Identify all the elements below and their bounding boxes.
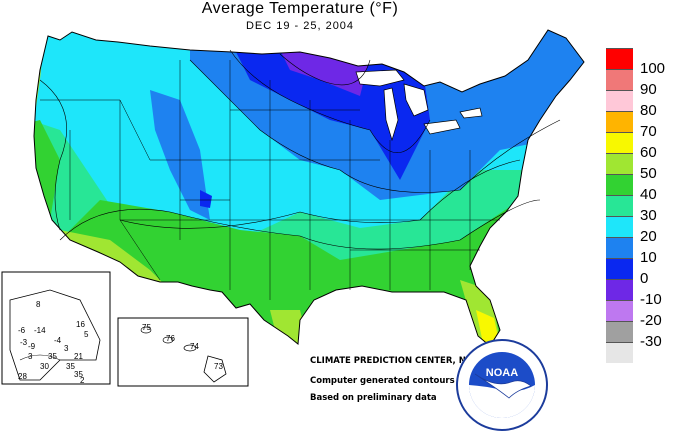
legend-swatch	[606, 216, 633, 237]
legend-tick-label: 10	[640, 249, 657, 266]
legend-tick-label: -10	[640, 291, 662, 308]
hawaii-station-value: 74	[190, 342, 199, 351]
legend-swatch	[606, 258, 633, 279]
legend-swatch	[606, 237, 633, 258]
alaska-station-value: 21	[74, 352, 83, 361]
us-outline	[33, 29, 585, 347]
legend-swatch	[606, 279, 633, 300]
alaska-station-value: 2	[80, 376, 85, 385]
legend-tick-label: 20	[640, 228, 657, 245]
alaska-station-value: 16	[76, 320, 85, 329]
band-60-florida	[476, 310, 500, 346]
alaska-station-value: -4	[54, 336, 62, 345]
legend-tick-label: 70	[640, 123, 657, 140]
alaska-inset	[1, 271, 111, 385]
legend-swatch	[606, 48, 633, 69]
legend-tick-label: 80	[640, 102, 657, 119]
legend-tick-label: 0	[640, 270, 649, 287]
hawaii-station-value: 76	[166, 334, 175, 343]
noaa-bird-icon: NOAA	[456, 339, 548, 431]
legend-tick-label: 30	[640, 207, 657, 224]
legend-swatch	[606, 111, 633, 132]
alaska-station-value: 35	[48, 352, 57, 361]
credit-agency: CLIMATE PREDICTION CENTER, NOAA	[310, 356, 486, 366]
legend-tick-label: 60	[640, 144, 657, 161]
legend-swatch	[606, 174, 633, 195]
alaska-station-value: 3	[64, 344, 69, 353]
legend-tick-label: 100	[640, 60, 666, 77]
legend-swatch	[606, 342, 633, 363]
alaska-station-value: 30	[40, 362, 49, 371]
alaska-station-value: 35	[74, 370, 83, 379]
legend-tick-label: 50	[640, 165, 657, 182]
legend-swatch	[606, 69, 633, 90]
legend-tick-label: 40	[640, 186, 657, 203]
alaska-station-value: 35	[66, 362, 75, 371]
band-50-texas	[270, 310, 310, 346]
great-lakes	[355, 69, 483, 142]
alaska-station-value: 8	[36, 300, 41, 309]
alaska-station-value: 28	[18, 372, 27, 381]
legend-swatch	[606, 153, 633, 174]
map-title: Average Temperature (°F)	[201, 0, 399, 17]
alaska-station-value: -3	[20, 338, 28, 347]
legend-swatch	[606, 300, 633, 321]
legend-tick-label: -20	[640, 312, 662, 329]
alaska-station-value: 5	[84, 330, 89, 339]
contour-lines	[39, 49, 561, 250]
legend-swatch	[606, 90, 633, 111]
alaska-station-value: 3	[28, 352, 33, 361]
credit-data-note: Based on preliminary data	[310, 393, 437, 403]
legend-tick-label: -30	[640, 333, 662, 350]
map-subtitle: DEC 19 - 25, 2004	[245, 20, 355, 32]
hawaii-inset	[117, 317, 249, 387]
legend-tick-label: 90	[640, 81, 657, 98]
noaa-logo: NOAA	[455, 338, 549, 432]
hawaii-station-value: 73	[214, 362, 223, 371]
legend-swatch	[606, 132, 633, 153]
alaska-station-value: -9	[28, 342, 36, 351]
legend-swatch	[606, 195, 633, 216]
cold-spot	[200, 190, 212, 208]
state-borders	[40, 60, 500, 300]
logo-text: NOAA	[486, 367, 518, 379]
hawaii-station-value: 75	[142, 323, 151, 332]
alaska-station-value: -6	[18, 326, 26, 335]
legend-swatch	[606, 321, 633, 342]
temperature-map	[1, 29, 585, 387]
alaska-station-value: -14	[34, 326, 46, 335]
credit-method: Computer generated contours	[310, 376, 455, 386]
